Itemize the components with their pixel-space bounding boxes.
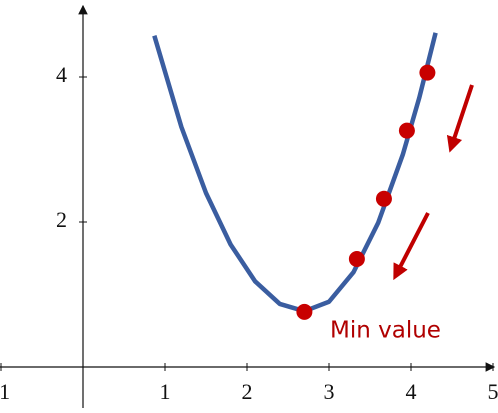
x-tick-label: 1 (160, 379, 171, 404)
arrow (393, 212, 430, 281)
y-tick-label: 4 (56, 62, 67, 87)
curve (152, 32, 438, 314)
arrow (446, 84, 474, 153)
x-tick-label: -1 (0, 379, 10, 404)
x-tick-label: 5 (488, 379, 498, 404)
x-tick-label: 4 (406, 379, 417, 404)
annotation: Min value (330, 318, 441, 344)
x-tick-label: 2 (242, 379, 253, 404)
point (419, 64, 436, 81)
point (348, 250, 365, 267)
point (398, 122, 415, 139)
point (375, 190, 392, 207)
point (296, 303, 313, 320)
x-tick-label: 3 (324, 379, 335, 404)
y-tick-label: 2 (56, 207, 67, 232)
